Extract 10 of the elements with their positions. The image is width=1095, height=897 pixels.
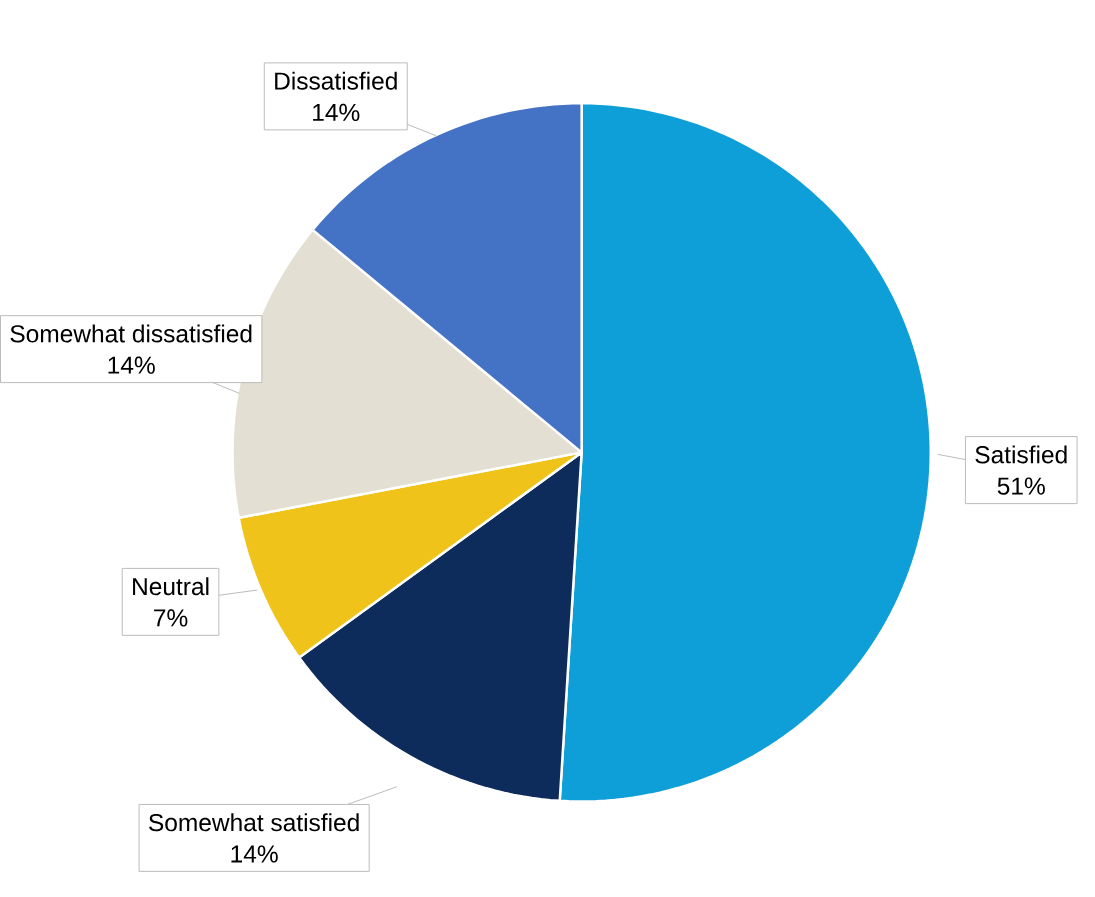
data-label: 51%: [997, 477, 1045, 495]
slice-label: Neutral: [133, 577, 209, 596]
data-label: 14%: [108, 356, 155, 374]
slice-label: Somewhat dissatisfied: [10, 324, 252, 343]
slice-label: Dissatisfied: [275, 71, 397, 90]
data-label: 14%: [231, 845, 278, 863]
data-label: 14%: [313, 103, 360, 122]
slice-label: Somewhat satisfied: [149, 813, 359, 832]
data-label: 7%: [154, 609, 188, 627]
slice-label: Satisfied: [975, 445, 1067, 464]
